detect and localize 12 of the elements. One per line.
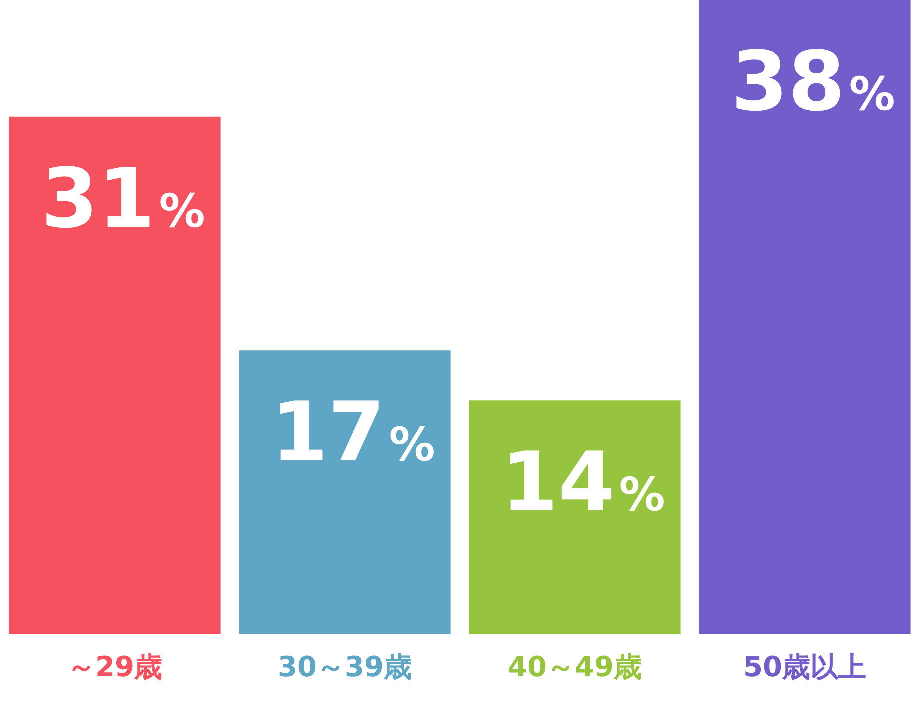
x-tick-label: ～29歳 bbox=[68, 650, 162, 684]
bar bbox=[239, 350, 451, 634]
bar bbox=[469, 400, 681, 634]
x-tick-label: 50歳以上 bbox=[744, 650, 866, 684]
data-label: 17% bbox=[271, 386, 436, 481]
x-tick-label: 30～39歳 bbox=[278, 650, 412, 684]
data-label: 31% bbox=[41, 152, 206, 247]
data-label: 38% bbox=[731, 35, 896, 130]
x-tick-label: 40～49歳 bbox=[508, 650, 642, 684]
bar bbox=[699, 0, 911, 634]
bar bbox=[9, 116, 221, 634]
data-label: 14% bbox=[501, 436, 666, 531]
